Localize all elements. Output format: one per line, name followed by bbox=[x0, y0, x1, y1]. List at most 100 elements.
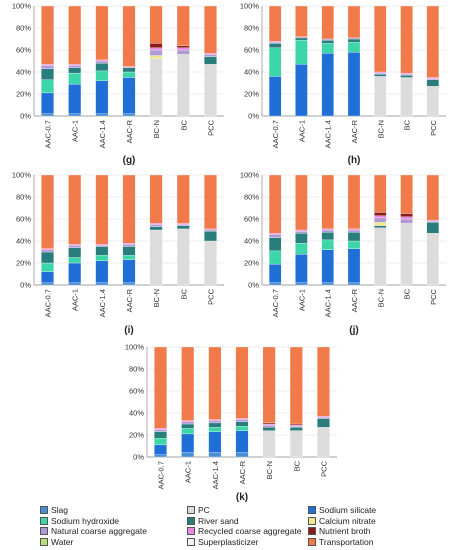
bar-segment bbox=[149, 223, 163, 225]
bar-segment bbox=[41, 5, 54, 65]
x-tick-label: AAC-1.4 bbox=[98, 289, 107, 317]
bar-segment bbox=[154, 438, 167, 446]
legend-label: Nutrient broth bbox=[319, 526, 371, 536]
bar-segment bbox=[262, 422, 276, 425]
bar-segment bbox=[295, 254, 308, 283]
bar-segment bbox=[95, 246, 109, 256]
bar-segment bbox=[321, 5, 334, 40]
y-tick-label: 60% bbox=[16, 215, 31, 224]
bar-segment bbox=[347, 282, 361, 286]
bar-segment bbox=[41, 92, 54, 114]
legend-label: Recycled coarse aggregate bbox=[198, 526, 302, 536]
bar-segment bbox=[426, 222, 440, 234]
legend-item: Transportation bbox=[308, 537, 374, 547]
x-tick-label: AAC-1.4 bbox=[324, 120, 333, 148]
y-tick-label: 60% bbox=[16, 46, 31, 55]
y-tick-label: 0% bbox=[248, 112, 259, 121]
legend-item: PC bbox=[187, 505, 210, 515]
x-tick-label: BC bbox=[292, 460, 301, 471]
legend-label: PC bbox=[198, 505, 210, 515]
bar-segment bbox=[289, 423, 303, 426]
y-tick-label: 60% bbox=[129, 387, 144, 396]
bar-segment bbox=[374, 222, 387, 226]
bar-segment bbox=[347, 228, 361, 231]
bar-segment bbox=[268, 42, 282, 44]
x-tick-label: BC-N bbox=[265, 461, 274, 479]
bar-segment bbox=[204, 5, 217, 54]
bar-segment bbox=[374, 71, 387, 74]
bar-segment bbox=[295, 64, 308, 117]
x-tick-label: AAC-1 bbox=[71, 120, 80, 142]
bar-segment bbox=[181, 433, 195, 453]
bar-segment bbox=[176, 174, 190, 224]
legend-item: Sodium hydroxide bbox=[40, 516, 119, 526]
bar-segment bbox=[149, 58, 163, 117]
legend-label: Transportation bbox=[319, 536, 374, 547]
bar-segment bbox=[400, 77, 413, 117]
x-tick-label: BC bbox=[403, 119, 412, 130]
legend-item: Recycled coarse aggregate bbox=[187, 526, 301, 536]
legend-swatch bbox=[187, 516, 195, 525]
bar-segment bbox=[122, 71, 136, 78]
bar-segment bbox=[95, 5, 109, 61]
bar-segment bbox=[149, 43, 163, 48]
y-tick-label: 100% bbox=[12, 171, 32, 180]
bar-segment bbox=[295, 174, 308, 231]
bar-segment bbox=[176, 45, 190, 48]
x-tick-label: AAC-0.7 bbox=[44, 120, 53, 148]
y-tick-label: 20% bbox=[244, 90, 259, 99]
bar-segment bbox=[176, 47, 190, 51]
bar-segment bbox=[176, 49, 190, 55]
bar-segment bbox=[154, 428, 167, 430]
bar-segment bbox=[262, 430, 276, 458]
bar-segment bbox=[204, 53, 217, 55]
bar-segment bbox=[347, 240, 361, 249]
bar-segment bbox=[41, 262, 54, 272]
bar-segment bbox=[295, 233, 308, 244]
bar-segment bbox=[426, 221, 440, 223]
bar-segment bbox=[268, 263, 282, 283]
bar-segment bbox=[321, 229, 334, 233]
bar-segment bbox=[400, 72, 413, 75]
legend-item: Calcium nitrate bbox=[308, 516, 376, 526]
legend-label: Sodium silicate bbox=[319, 505, 377, 515]
bar-segment bbox=[68, 64, 82, 66]
bar-segment bbox=[235, 418, 249, 420]
bar-segment bbox=[122, 113, 136, 117]
bar-segment bbox=[208, 346, 222, 420]
bar-segment bbox=[149, 224, 163, 227]
bar-segment bbox=[321, 174, 334, 230]
bar-segment bbox=[262, 424, 276, 428]
x-tick-label: AAC-R bbox=[350, 119, 359, 143]
x-tick-label: PCC bbox=[319, 460, 328, 476]
bar-segment bbox=[122, 174, 136, 244]
bar-segment bbox=[154, 454, 167, 458]
bar-segment bbox=[208, 419, 222, 421]
bar-segment bbox=[122, 246, 136, 256]
bar-segment bbox=[317, 418, 330, 428]
bar-segment bbox=[208, 427, 222, 432]
bar-segment bbox=[426, 79, 440, 87]
bar-segment bbox=[268, 237, 282, 252]
bar-segment bbox=[181, 428, 195, 435]
bar-segment bbox=[68, 174, 82, 245]
y-tick-label: 20% bbox=[129, 431, 144, 440]
x-tick-label: AAC-R bbox=[125, 119, 134, 143]
panel-label: (h) bbox=[348, 155, 361, 166]
bar-segment bbox=[268, 282, 282, 286]
bar-segment bbox=[122, 5, 136, 67]
bar-segment bbox=[149, 55, 163, 59]
bar-segment bbox=[68, 245, 82, 248]
legend-label: Water bbox=[51, 536, 74, 547]
bar-segment bbox=[374, 212, 387, 216]
bar-segment bbox=[374, 217, 387, 223]
bar-segment bbox=[41, 174, 54, 249]
legend-label: River sand bbox=[198, 515, 239, 526]
bar-segment bbox=[268, 43, 282, 48]
bar-segment bbox=[122, 66, 136, 68]
legend-swatch bbox=[308, 537, 316, 546]
bar-segment bbox=[426, 86, 440, 117]
y-tick-label: 20% bbox=[244, 259, 259, 268]
bar-segment bbox=[181, 346, 195, 421]
x-tick-label: BC bbox=[179, 288, 188, 299]
